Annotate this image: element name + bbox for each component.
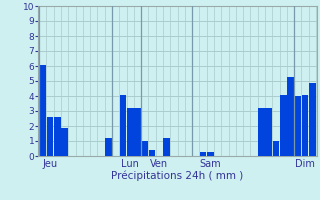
Bar xyxy=(258,108,265,156)
Bar xyxy=(105,138,112,156)
Bar xyxy=(54,117,60,156)
Bar xyxy=(287,76,294,156)
Bar xyxy=(295,96,301,156)
Bar xyxy=(127,108,133,156)
Bar xyxy=(265,108,272,156)
Bar xyxy=(164,138,170,156)
Bar xyxy=(61,128,68,156)
Bar xyxy=(141,141,148,156)
X-axis label: Précipitations 24h ( mm ): Précipitations 24h ( mm ) xyxy=(111,170,244,181)
Bar xyxy=(39,64,46,156)
Bar xyxy=(302,95,308,156)
Bar xyxy=(200,152,206,156)
Bar xyxy=(47,117,53,156)
Bar xyxy=(273,141,279,156)
Bar xyxy=(280,95,286,156)
Bar xyxy=(134,108,141,156)
Bar xyxy=(207,152,214,156)
Bar xyxy=(120,95,126,156)
Bar xyxy=(149,150,156,156)
Bar xyxy=(309,82,316,156)
